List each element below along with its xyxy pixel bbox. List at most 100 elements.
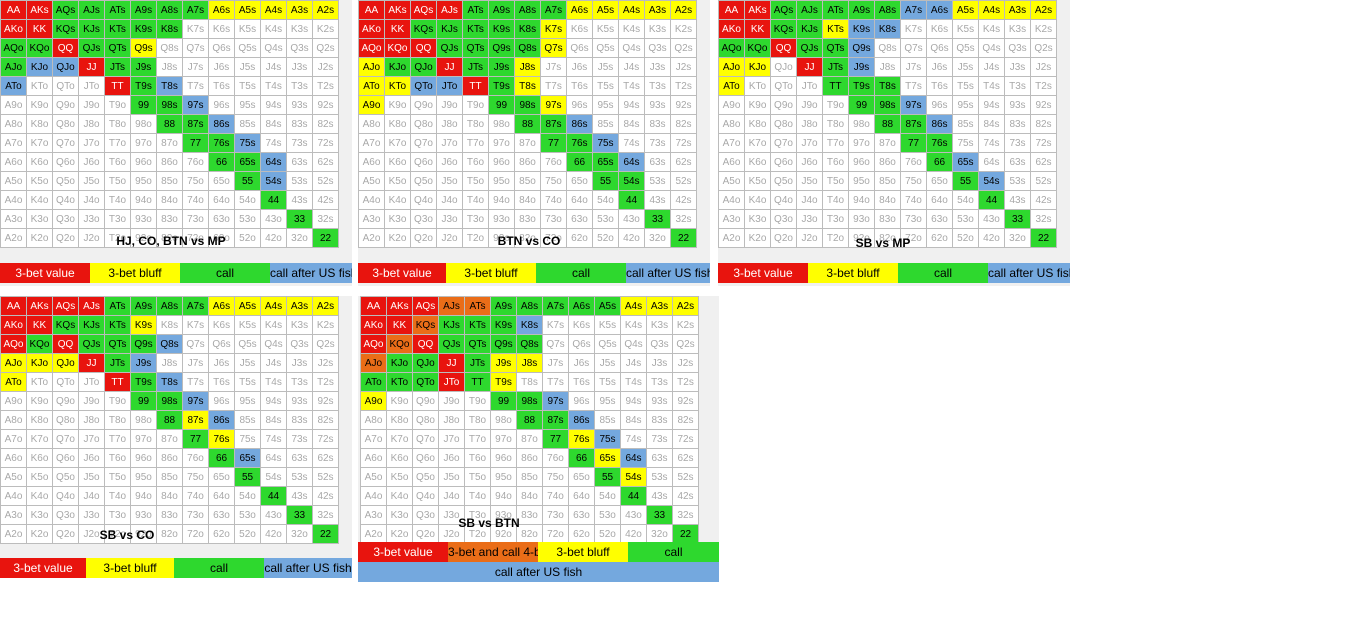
hand-cell[interactable]: T8o: [462, 114, 489, 134]
hand-cell[interactable]: K4s: [978, 19, 1005, 39]
hand-cell[interactable]: Q2s: [1030, 38, 1057, 58]
hand-cell[interactable]: 76o: [182, 152, 209, 172]
hand-cell[interactable]: 73s: [286, 133, 313, 153]
hand-cell[interactable]: A3o: [358, 209, 385, 229]
hand-cell[interactable]: J4o: [438, 486, 465, 506]
hand-cell[interactable]: A6o: [718, 152, 745, 172]
hand-cell[interactable]: K4s: [260, 315, 287, 335]
hand-cell[interactable]: 32o: [644, 228, 671, 248]
hand-cell[interactable]: Q4o: [410, 190, 437, 210]
hand-cell[interactable]: T3o: [462, 209, 489, 229]
hand-cell[interactable]: 74o: [182, 190, 209, 210]
hand-cell[interactable]: 76s: [568, 429, 595, 449]
hand-cell[interactable]: 94o: [490, 486, 517, 506]
hand-cell[interactable]: 65s: [592, 152, 619, 172]
hand-cell[interactable]: 95s: [234, 391, 261, 411]
hand-cell[interactable]: AA: [0, 296, 27, 316]
hand-cell[interactable]: T8o: [464, 410, 491, 430]
hand-cell[interactable]: A4s: [260, 296, 287, 316]
hand-cell[interactable]: 74o: [182, 486, 209, 506]
hand-cell[interactable]: K9s: [130, 19, 157, 39]
hand-cell[interactable]: A2o: [0, 524, 27, 544]
hand-cell[interactable]: AQo: [718, 38, 745, 58]
hand-cell[interactable]: T2o: [104, 228, 131, 248]
hand-cell[interactable]: 55: [592, 171, 619, 191]
hand-cell[interactable]: Q4s: [618, 38, 645, 58]
hand-cell[interactable]: T6s: [208, 76, 235, 96]
hand-cell[interactable]: T3s: [646, 372, 673, 392]
hand-cell[interactable]: AQs: [770, 0, 797, 20]
hand-cell[interactable]: Q9s: [488, 38, 515, 58]
hand-cell[interactable]: 75o: [540, 171, 567, 191]
hand-cell[interactable]: 63s: [646, 448, 673, 468]
hand-cell[interactable]: AQo: [0, 38, 27, 58]
hand-cell[interactable]: 22: [670, 228, 697, 248]
hand-cell[interactable]: T5s: [952, 76, 979, 96]
hand-cell[interactable]: T7o: [822, 133, 849, 153]
hand-cell[interactable]: J4s: [260, 57, 287, 77]
hand-cell[interactable]: J5o: [438, 467, 465, 487]
hand-cell[interactable]: 92s: [1030, 95, 1057, 115]
hand-cell[interactable]: J3s: [1004, 57, 1031, 77]
hand-cell[interactable]: K3s: [286, 315, 313, 335]
hand-cell[interactable]: T9s: [130, 76, 157, 96]
hand-cell[interactable]: T6o: [462, 152, 489, 172]
hand-cell[interactable]: A3s: [286, 0, 313, 20]
hand-cell[interactable]: K7o: [744, 133, 771, 153]
hand-cell[interactable]: 73s: [286, 429, 313, 449]
hand-cell[interactable]: 74s: [260, 133, 287, 153]
hand-cell[interactable]: Q2s: [312, 38, 339, 58]
hand-cell[interactable]: T8s: [874, 76, 901, 96]
hand-cell[interactable]: A3s: [646, 296, 673, 316]
hand-cell[interactable]: K5o: [384, 171, 411, 191]
hand-cell[interactable]: A7o: [718, 133, 745, 153]
hand-cell[interactable]: 32s: [312, 505, 339, 525]
hand-cell[interactable]: J6o: [436, 152, 463, 172]
hand-cell[interactable]: K7o: [384, 133, 411, 153]
hand-cell[interactable]: J3s: [646, 353, 673, 373]
hand-cell[interactable]: 52o: [952, 228, 979, 248]
hand-cell[interactable]: A6o: [358, 152, 385, 172]
hand-cell[interactable]: K8o: [386, 410, 413, 430]
hand-cell[interactable]: T2s: [670, 76, 697, 96]
hand-cell[interactable]: K9o: [386, 391, 413, 411]
hand-cell[interactable]: 52o: [234, 228, 261, 248]
hand-cell[interactable]: T4s: [618, 76, 645, 96]
hand-cell[interactable]: 83s: [644, 114, 671, 134]
hand-cell[interactable]: K6o: [26, 152, 53, 172]
hand-cell[interactable]: Q4s: [978, 38, 1005, 58]
hand-cell[interactable]: 93s: [286, 95, 313, 115]
hand-cell[interactable]: 72o: [182, 524, 209, 544]
hand-cell[interactable]: 86o: [514, 152, 541, 172]
hand-cell[interactable]: K2s: [672, 315, 699, 335]
hand-cell[interactable]: 54o: [594, 486, 621, 506]
hand-cell[interactable]: K8o: [744, 114, 771, 134]
hand-cell[interactable]: Q8o: [412, 410, 439, 430]
hand-cell[interactable]: A8o: [718, 114, 745, 134]
hand-cell[interactable]: 84s: [260, 114, 287, 134]
hand-cell[interactable]: J5o: [78, 467, 105, 487]
hand-cell[interactable]: Q5o: [52, 467, 79, 487]
hand-cell[interactable]: 93o: [488, 209, 515, 229]
hand-cell[interactable]: J3s: [286, 353, 313, 373]
hand-cell[interactable]: KQo: [26, 334, 53, 354]
hand-cell[interactable]: J4o: [796, 190, 823, 210]
hand-cell[interactable]: A5o: [358, 171, 385, 191]
hand-cell[interactable]: J4o: [78, 486, 105, 506]
hand-cell[interactable]: K6o: [386, 448, 413, 468]
hand-cell[interactable]: KTo: [384, 76, 411, 96]
hand-cell[interactable]: K8o: [26, 410, 53, 430]
hand-cell[interactable]: T7s: [900, 76, 927, 96]
hand-cell[interactable]: KJo: [26, 57, 53, 77]
hand-cell[interactable]: T7s: [540, 76, 567, 96]
hand-cell[interactable]: 63o: [568, 505, 595, 525]
hand-cell[interactable]: J8s: [156, 57, 183, 77]
hand-cell[interactable]: Q7s: [182, 334, 209, 354]
hand-cell[interactable]: T9o: [104, 95, 131, 115]
hand-cell[interactable]: ATs: [462, 0, 489, 20]
hand-cell[interactable]: A3o: [360, 505, 387, 525]
hand-cell[interactable]: T8s: [514, 76, 541, 96]
hand-cell[interactable]: 92o: [848, 228, 875, 248]
hand-cell[interactable]: Q6s: [208, 38, 235, 58]
hand-cell[interactable]: T3s: [286, 76, 313, 96]
